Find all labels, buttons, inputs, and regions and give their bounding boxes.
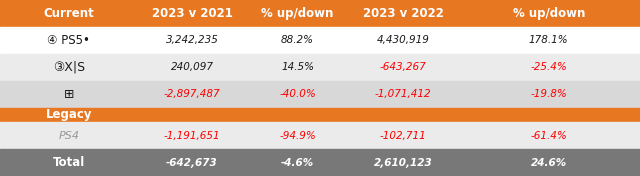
- Text: -25.4%: -25.4%: [531, 62, 567, 72]
- Text: -40.0%: -40.0%: [279, 89, 316, 99]
- Text: -94.9%: -94.9%: [279, 131, 316, 141]
- Text: -2,897,487: -2,897,487: [164, 89, 220, 99]
- Bar: [0, 149, 640, 176]
- Text: ③X|S: ③X|S: [52, 61, 85, 74]
- Bar: [0, 27, 640, 54]
- Text: ④ PS5•: ④ PS5•: [47, 34, 90, 47]
- Text: Legacy: Legacy: [45, 108, 92, 121]
- Text: -1,191,651: -1,191,651: [164, 131, 220, 141]
- Text: ⊞: ⊞: [63, 88, 74, 101]
- Text: Current: Current: [44, 7, 94, 20]
- Text: -4.6%: -4.6%: [281, 158, 314, 168]
- Text: PS4: PS4: [58, 131, 79, 141]
- Text: 178.1%: 178.1%: [529, 35, 568, 45]
- Bar: [0, 81, 640, 108]
- Bar: [0, 122, 640, 149]
- Text: % up/down: % up/down: [513, 7, 585, 20]
- Text: 2023 v 2022: 2023 v 2022: [363, 7, 444, 20]
- Text: -642,673: -642,673: [166, 158, 218, 168]
- Text: Total: Total: [52, 156, 85, 169]
- Text: -1,071,412: -1,071,412: [375, 89, 431, 99]
- Text: 88.2%: 88.2%: [281, 35, 314, 45]
- Text: 240,097: 240,097: [170, 62, 214, 72]
- Text: -102,711: -102,711: [380, 131, 427, 141]
- Bar: [0, 108, 640, 122]
- Text: 2023 v 2021: 2023 v 2021: [152, 7, 232, 20]
- Text: 4,430,919: 4,430,919: [377, 35, 429, 45]
- Text: -19.8%: -19.8%: [531, 89, 567, 99]
- Text: 3,242,235: 3,242,235: [166, 35, 218, 45]
- Bar: [0, 0, 640, 27]
- Text: % up/down: % up/down: [261, 7, 334, 20]
- Text: 14.5%: 14.5%: [281, 62, 314, 72]
- Text: -643,267: -643,267: [380, 62, 427, 72]
- Text: -61.4%: -61.4%: [531, 131, 567, 141]
- Bar: [0, 54, 640, 81]
- Text: 2,610,123: 2,610,123: [374, 158, 433, 168]
- Text: 24.6%: 24.6%: [531, 158, 567, 168]
